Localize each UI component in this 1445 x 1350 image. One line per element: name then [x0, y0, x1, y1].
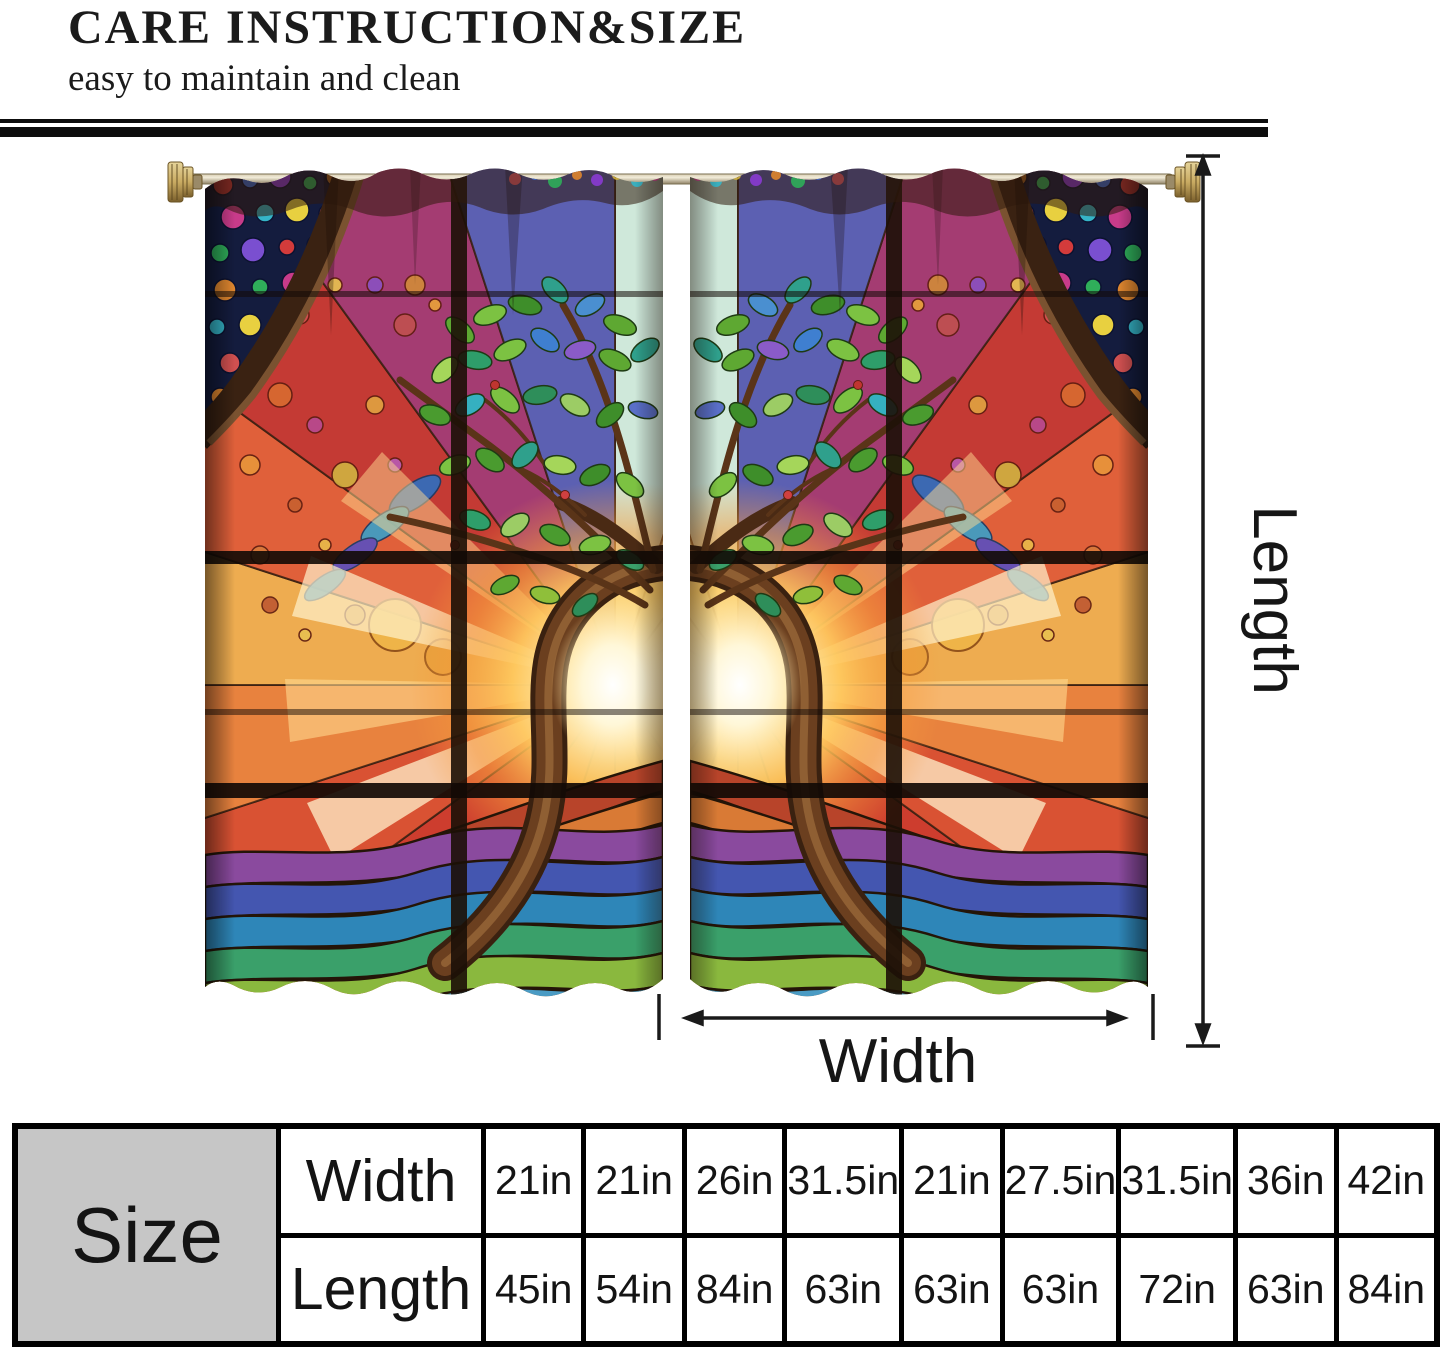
length-value-cell: 63in	[1238, 1237, 1334, 1341]
page-subtitle: easy to maintain and clean	[68, 58, 461, 99]
length-value-cell: 54in	[586, 1237, 682, 1341]
width-row-header: Width	[281, 1129, 481, 1233]
length-value-cell: 63in	[787, 1237, 900, 1341]
width-value-cell: 21in	[904, 1129, 1000, 1233]
width-label: Width	[819, 1027, 977, 1096]
curtain-diagram: Length Width	[150, 148, 1300, 1108]
right-finial	[1165, 161, 1201, 203]
length-value-cell: 72in	[1121, 1237, 1234, 1341]
length-value-cell: 63in	[1004, 1237, 1117, 1341]
width-value-cell: 26in	[686, 1129, 783, 1233]
width-value-cell: 27.5in	[1004, 1129, 1117, 1233]
length-arrow	[1186, 153, 1220, 1048]
length-row-header: Length	[281, 1237, 481, 1341]
width-value-cell: 36in	[1238, 1129, 1334, 1233]
size-table: Size Width 21in 21in 26in 31.5in 21in 27…	[12, 1123, 1440, 1347]
size-corner-cell: Size	[18, 1129, 276, 1341]
length-value-cell: 84in	[686, 1237, 783, 1341]
left-finial	[167, 161, 203, 203]
length-value-cell: 63in	[904, 1237, 1000, 1341]
length-value-cell: 84in	[1338, 1237, 1434, 1341]
width-value-cell: 31.5in	[787, 1129, 900, 1233]
width-value-cell: 31.5in	[1121, 1129, 1234, 1233]
divider-thin	[0, 119, 1268, 123]
divider-thick	[0, 127, 1268, 137]
width-value-cell: 21in	[586, 1129, 682, 1233]
width-value-cell: 42in	[1338, 1129, 1434, 1233]
length-label: Length	[1240, 505, 1300, 695]
page-title: CARE INSTRUCTION&SIZE	[68, 1, 747, 54]
width-value-cell: 21in	[486, 1129, 582, 1233]
width-arrow	[657, 994, 1155, 1040]
length-value-cell: 45in	[486, 1237, 582, 1341]
